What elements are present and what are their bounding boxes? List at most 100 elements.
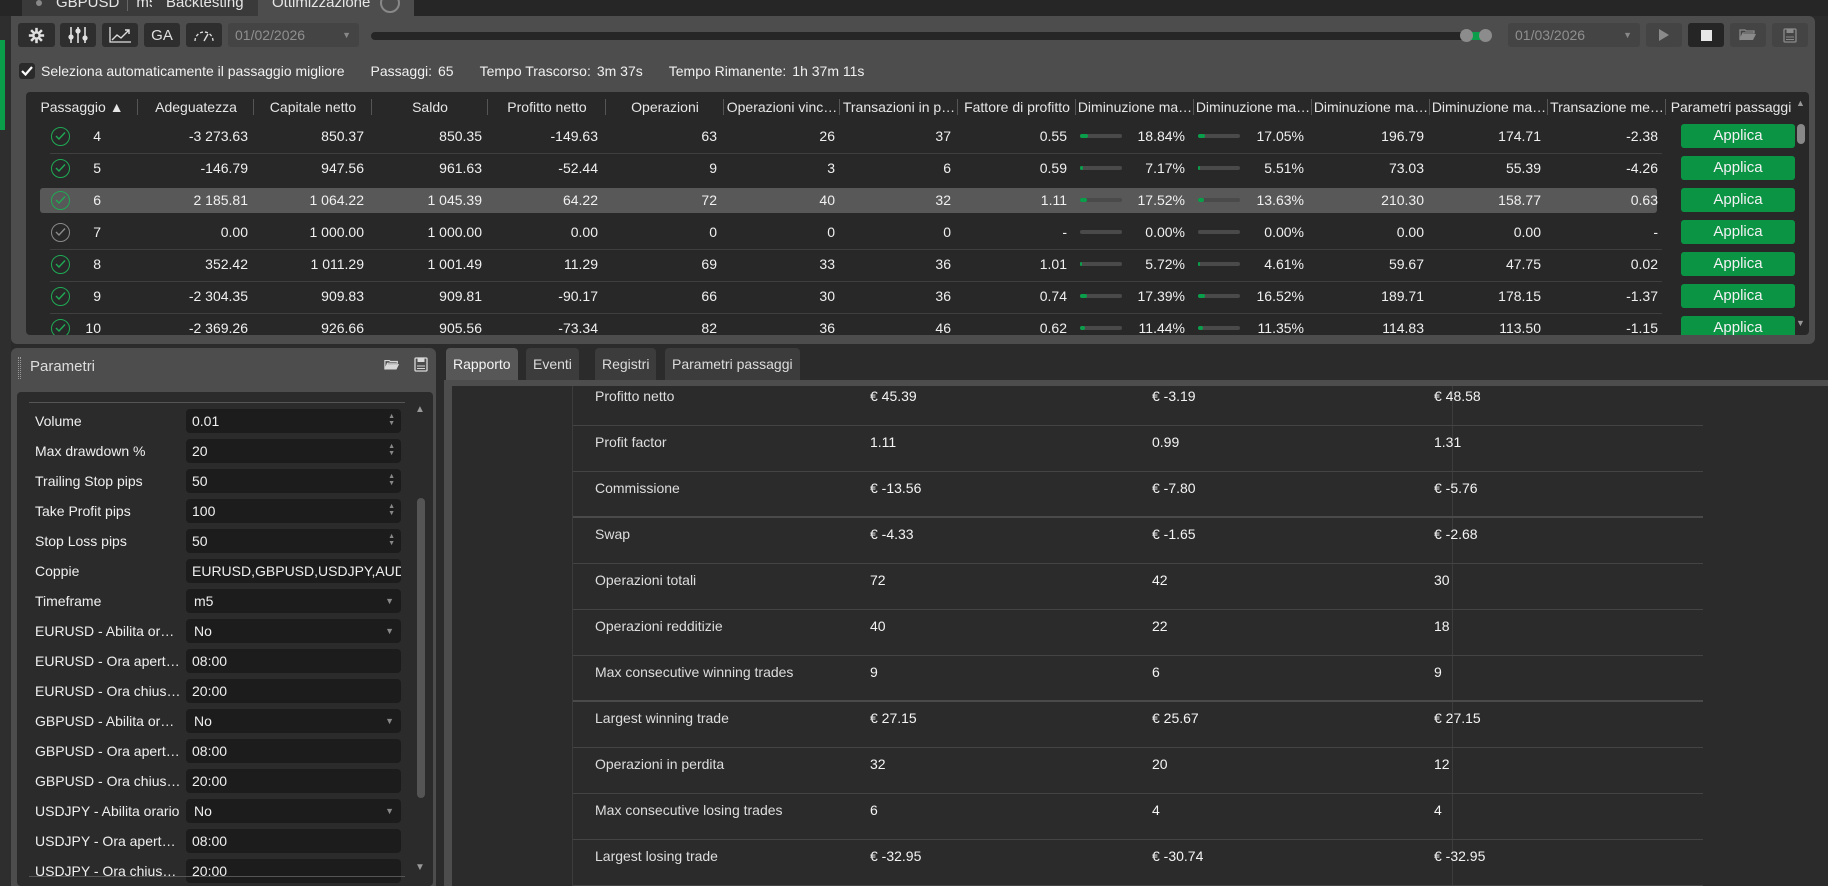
apply-button[interactable]: Applica [1681,124,1795,148]
drag-handle-icon[interactable] [18,357,21,379]
parameter-stepper[interactable]: 20 ▲ ▼ [186,439,401,463]
tab-optimization[interactable]: Ottimizzazione [258,0,415,16]
table-row[interactable]: 4 -3 273.63 850.37 850.35 -149.63 63 26 37 0.55 1… [26,122,1795,154]
parameter-select[interactable]: No ▼ [186,709,401,733]
col-header-pass[interactable]: Passaggio ▲ [26,92,138,122]
apply-button[interactable]: Applica [1681,220,1795,244]
parameter-input[interactable]: 08:00 [186,829,401,853]
apply-button[interactable]: Applica [1681,188,1795,212]
parameter-stepper[interactable]: 50 ▲ ▼ [186,529,401,553]
parameter-select[interactable]: No ▼ [186,619,401,643]
save-button[interactable] [1772,23,1808,47]
parameter-label: Volume [35,413,82,429]
parameter-row: GBPUSD - Ora chiusura 20:00 [29,769,405,795]
tab-symbol[interactable]: GBPUSD m5 [22,0,172,16]
apply-button[interactable]: Applica [1681,156,1795,180]
col-header-fitness[interactable]: Adeguatezza [138,92,254,122]
spinner-arrows-icon[interactable]: ▲ ▼ [388,473,395,487]
load-parameters-button[interactable] [384,358,400,374]
scroll-up-icon[interactable]: ▲ [415,404,425,415]
scroll-down-icon[interactable]: ▼ [415,862,425,873]
parameter-stepper[interactable]: 50 ▲ ▼ [186,469,401,493]
date-range-slider[interactable] [371,29,1492,42]
parameter-stepper[interactable]: 0.01 ▲ ▼ [186,409,401,433]
tab-events[interactable]: Eventi [526,348,579,380]
col-header-net-profit[interactable]: Profitto netto [488,92,606,122]
col-header-profit-factor[interactable]: Fattore di profitto [958,92,1076,122]
table-row[interactable]: 9 -2 304.35 909.83 909.81 -90.17 66 30 36 0.74 17… [26,282,1795,314]
parameter-input[interactable]: 20:00 [186,769,401,793]
scroll-down-icon[interactable]: ▼ [1796,318,1805,328]
parameter-input[interactable]: EURUSD,GBPUSD,USDJPY,AUD [186,559,401,583]
report-value-short: € 48.58 [1434,388,1481,404]
speed-button[interactable] [186,23,222,47]
report-value-all: € -13.56 [870,480,922,496]
chart-button[interactable] [102,23,138,47]
table-row[interactable]: 7 0.00 1 000.00 1 000.00 0.00 0 0 0 - 0.00% 0.00% 0… [26,218,1795,250]
parameters-panel: Parametri Volume 0.01 ▲ ▼ Max drawdown % 20 ▲ ▼… [11,348,436,886]
col-header-max-dd-3[interactable]: Diminuzione ma… [1312,92,1430,122]
parameters-scroll-thumb[interactable] [417,498,425,798]
parameter-row: Coppie EURUSD,GBPUSD,USDJPY,AUD [29,559,405,585]
genetic-algorithm-button[interactable]: GA [144,23,180,47]
tab-pass-parameters[interactable]: Parametri passaggi [665,348,800,380]
spinner-arrows-icon[interactable]: ▲ ▼ [388,533,395,547]
scroll-up-icon[interactable]: ▲ [1796,98,1805,108]
spinner-arrows-icon[interactable]: ▲ ▼ [388,503,395,517]
auto-select-checkbox[interactable] [19,63,35,79]
parameters-scrollbar[interactable]: ▲ ▼ [413,392,429,886]
start-date-field[interactable]: 01/02/2026 ▼ [228,23,359,47]
remaining-stat: Tempo Rimanente: 1h 37m 11s [669,63,865,79]
grid-scroll-thumb[interactable] [1797,124,1805,144]
passes-stat: Passaggi: 65 [371,63,454,79]
stop-button[interactable] [1688,23,1724,47]
settings-button[interactable] [18,23,55,47]
col-header-avg-trade[interactable]: Transazione me… [1548,92,1666,122]
spinner-arrows-icon[interactable]: ▲ ▼ [388,443,395,457]
range-start-handle[interactable] [1460,29,1473,42]
apply-button[interactable]: Applica [1681,316,1795,335]
report-metric-label: Swap [595,526,631,542]
cell-won: 26 [819,128,835,144]
cell-drawdown-pct-2: 5.51% [1264,160,1304,176]
apply-button[interactable]: Applica [1681,284,1795,308]
open-button[interactable] [1730,23,1766,47]
table-row[interactable]: 5 -146.79 947.56 961.63 -52.44 9 3 6 0.59 7.17% 5.… [26,154,1795,186]
cell-avg-trade: - [1653,224,1658,240]
col-header-losing-trades[interactable]: Transazioni in p… [840,92,958,122]
parameter-input[interactable]: 20:00 [186,859,401,883]
tab-report[interactable]: Rapporto [446,348,518,380]
parameter-stepper[interactable]: 100 ▲ ▼ [186,499,401,523]
drawdown-bar [1080,166,1122,170]
tab-logs[interactable]: Registri [595,348,657,380]
parameter-select[interactable]: m5 ▼ [186,589,401,613]
cell-equity: 1 011.29 [310,256,364,272]
parameter-input[interactable]: 20:00 [186,679,401,703]
table-row[interactable]: 6 2 185.81 1 064.22 1 045.39 64.22 72 40 32 1.11… [26,186,1795,218]
spinner-arrows-icon[interactable]: ▲ ▼ [388,413,395,427]
col-header-max-dd-1[interactable]: Diminuzione ma… [1076,92,1194,122]
col-header-balance[interactable]: Saldo [372,92,488,122]
drawdown-bar [1198,198,1240,202]
end-date-field[interactable]: 01/03/2026 ▼ [1508,23,1640,47]
parameter-input[interactable]: 08:00 [186,739,401,763]
parameter-input[interactable]: 08:00 [186,649,401,673]
parameters-button[interactable] [60,23,96,47]
parameter-select[interactable]: No ▼ [186,799,401,823]
grid-scrollbar[interactable]: ▲ ▼ [1793,92,1809,335]
col-header-max-dd-4[interactable]: Diminuzione ma… [1430,92,1548,122]
col-header-equity[interactable]: Capitale netto [254,92,372,122]
cell-trades: 0 [709,224,717,240]
play-button[interactable] [1646,23,1682,47]
col-header-trades[interactable]: Operazioni [606,92,724,122]
tab-backtesting[interactable]: Backtesting [152,0,258,16]
cell-profit-factor: 0.59 [1039,160,1067,176]
col-header-winning-trades[interactable]: Operazioni vinc… [724,92,840,122]
range-end-handle[interactable] [1479,29,1492,42]
table-row[interactable]: 8 352.42 1 011.29 1 001.49 11.29 69 33 36 1.01 5.… [26,250,1795,282]
apply-button[interactable]: Applica [1681,252,1795,276]
save-parameters-button[interactable] [414,357,428,375]
table-row[interactable]: 10 -2 369.26 926.66 905.56 -73.34 82 36 46 0.62 1… [26,314,1795,335]
auto-select-label[interactable]: Seleziona automaticamente il passaggio m… [41,63,345,79]
col-header-max-dd-2[interactable]: Diminuzione ma… [1194,92,1312,122]
